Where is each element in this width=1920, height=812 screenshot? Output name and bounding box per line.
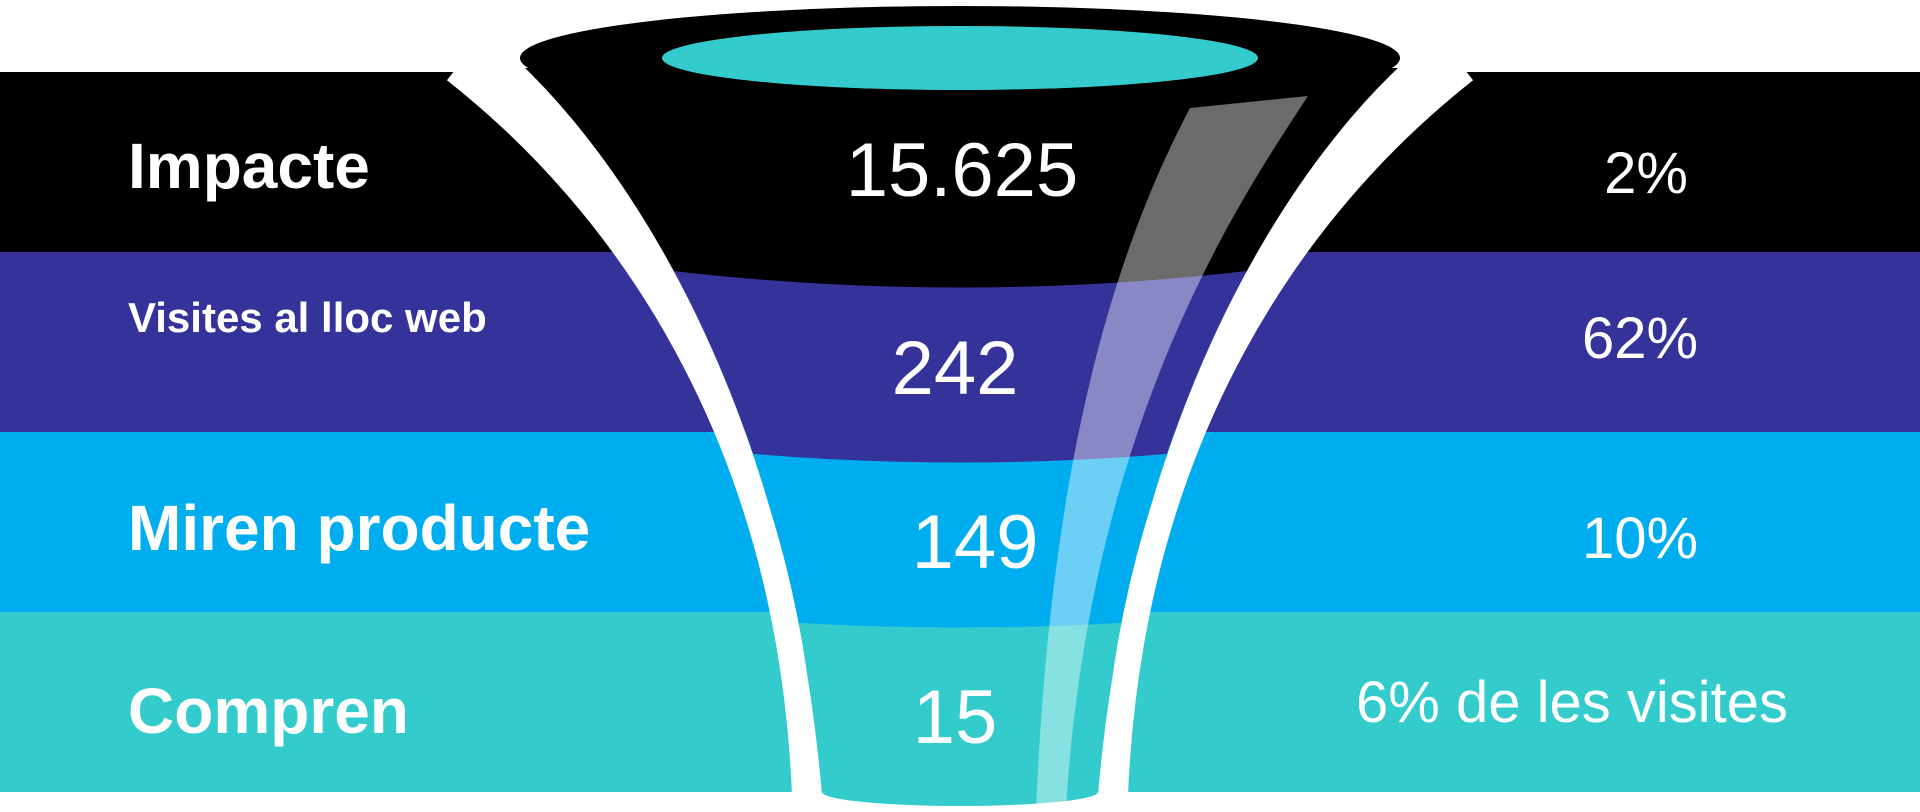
left-top-notch [0, 0, 455, 72]
funnel-highlight [1036, 96, 1308, 812]
stage-label-4: Compren [128, 675, 409, 747]
stage-rate-1: 2% [1604, 141, 1688, 206]
stage-label-1: Impacte [128, 130, 370, 202]
funnel-left-wall [455, 68, 822, 795]
stage-value-1: 15.625 [846, 128, 1078, 213]
stage-rate-4: 6% de les visites [1356, 670, 1788, 735]
right-top-notch [1465, 0, 1920, 72]
stage-value-4: 15 [913, 675, 998, 760]
funnel-opening [662, 26, 1258, 90]
stage-rate-2: 62% [1582, 306, 1698, 371]
stage-label-3: Miren producte [128, 492, 590, 564]
funnel-right-wall [1098, 68, 1465, 795]
stage-value-3: 149 [912, 500, 1039, 585]
stage-rate-3: 10% [1582, 506, 1698, 571]
stage-value-2: 242 [892, 326, 1019, 411]
stage-label-2: Visites al lloc web [128, 294, 487, 341]
